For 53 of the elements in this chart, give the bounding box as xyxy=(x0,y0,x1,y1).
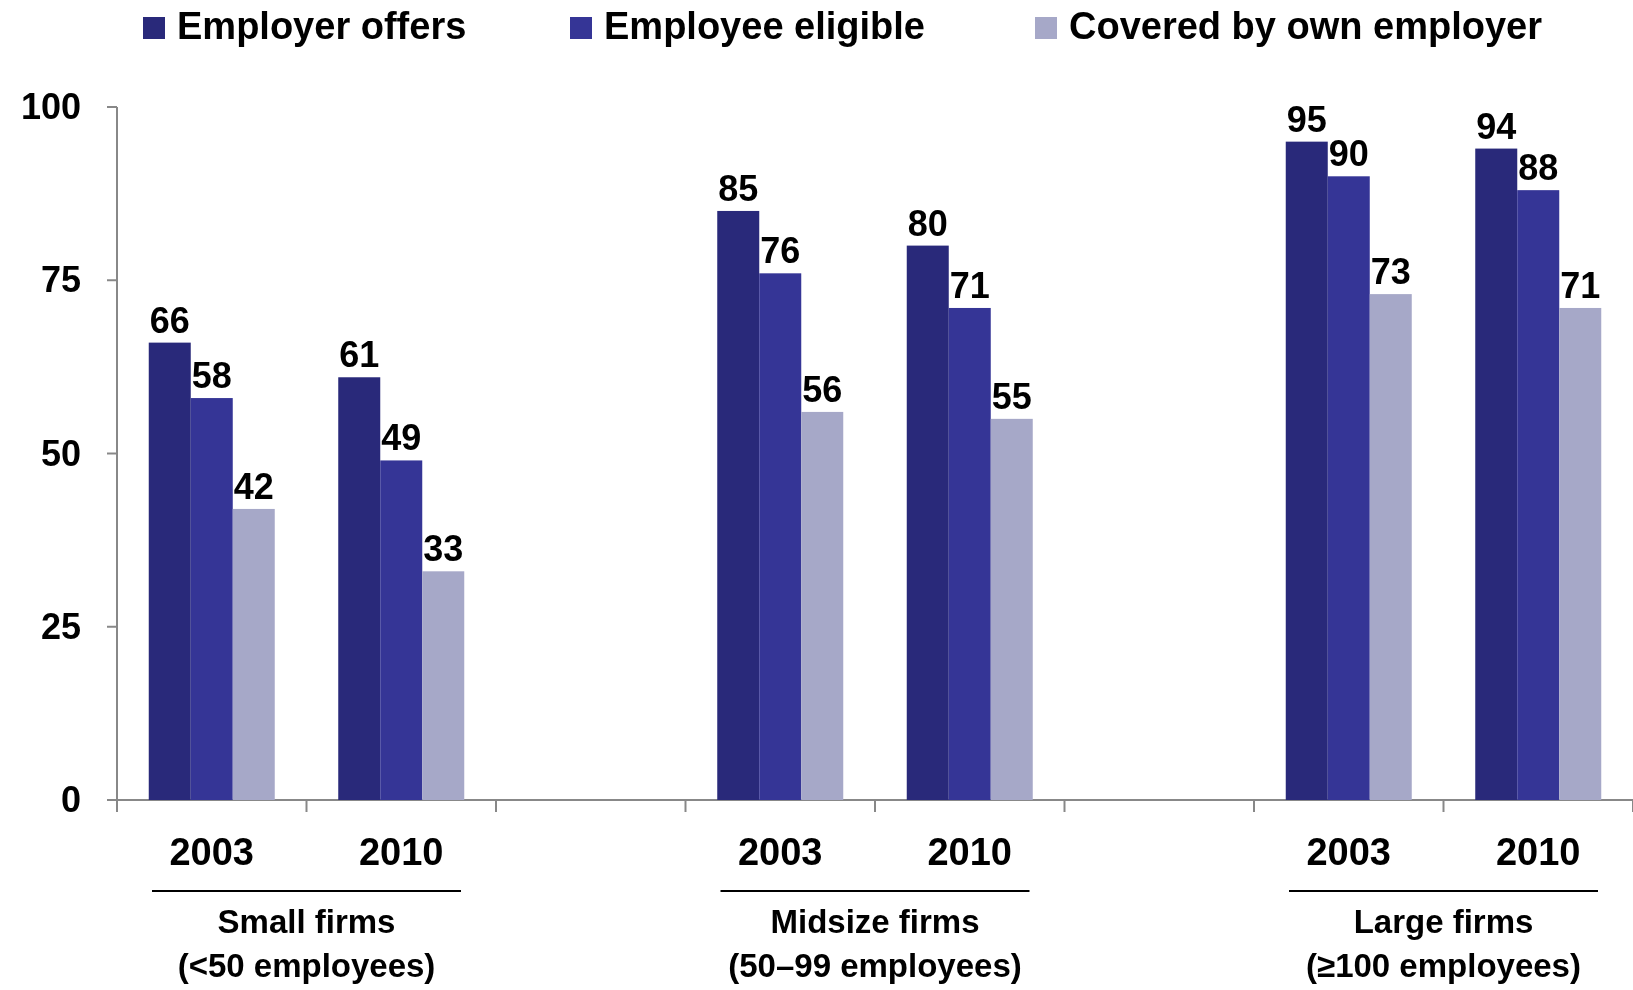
x-tick-label: 2010 xyxy=(927,831,1013,873)
bar xyxy=(801,411,844,800)
bar xyxy=(1559,307,1602,800)
x-tick-label: 2010 xyxy=(358,831,444,873)
data-label: 73 xyxy=(1370,251,1411,293)
data-label: 76 xyxy=(760,230,801,272)
x-tick-label: 2003 xyxy=(1306,831,1392,873)
bar xyxy=(338,377,381,800)
bar xyxy=(948,307,991,800)
data-label: 90 xyxy=(1328,133,1369,175)
bar xyxy=(190,398,233,800)
y-tick-label: 0 xyxy=(60,779,81,820)
x-tick-label: 2010 xyxy=(1495,831,1581,873)
bar xyxy=(1517,190,1560,800)
bar xyxy=(759,273,802,800)
y-tick-label: 25 xyxy=(40,605,81,647)
data-label: 80 xyxy=(907,202,948,244)
x-tick-label: 2003 xyxy=(169,831,255,873)
legend-label: Employee eligible xyxy=(604,5,925,47)
data-label: 49 xyxy=(381,417,422,459)
bar xyxy=(990,418,1033,800)
bar xyxy=(717,210,760,800)
bar xyxy=(422,571,465,800)
bar xyxy=(1369,294,1412,800)
data-label: 66 xyxy=(149,299,190,341)
data-label: 61 xyxy=(339,334,380,376)
data-label: 95 xyxy=(1286,98,1327,140)
legend-label: Employer offers xyxy=(177,5,467,47)
bar xyxy=(232,508,275,800)
text: Midsize firms (50–99 employees) xyxy=(728,903,1022,984)
data-label: 88 xyxy=(1518,147,1559,189)
data-label: 85 xyxy=(718,167,759,209)
text: Small firms (<50 employees) xyxy=(177,903,436,984)
data-label: 71 xyxy=(1560,264,1601,306)
legend-label: Covered by own employer xyxy=(1069,5,1543,47)
x-tick-label: 2003 xyxy=(737,831,823,873)
bar xyxy=(148,342,191,800)
bar xyxy=(1475,148,1518,800)
data-label: 58 xyxy=(191,355,232,397)
data-label: 71 xyxy=(949,264,990,306)
bar xyxy=(1285,141,1328,800)
y-tick-label: 75 xyxy=(40,259,81,301)
bar xyxy=(1327,176,1370,800)
bar xyxy=(906,245,949,800)
y-tick-label: 50 xyxy=(40,432,81,474)
y-tick-label: 100 xyxy=(20,86,81,127)
data-label: 33 xyxy=(423,528,464,570)
data-label: 42 xyxy=(233,465,274,507)
bar xyxy=(380,460,423,800)
data-label: 94 xyxy=(1476,105,1517,147)
data-label: 56 xyxy=(802,368,843,410)
data-label: 55 xyxy=(991,375,1032,417)
text: Large firms (≥100 employees) xyxy=(1306,903,1581,984)
